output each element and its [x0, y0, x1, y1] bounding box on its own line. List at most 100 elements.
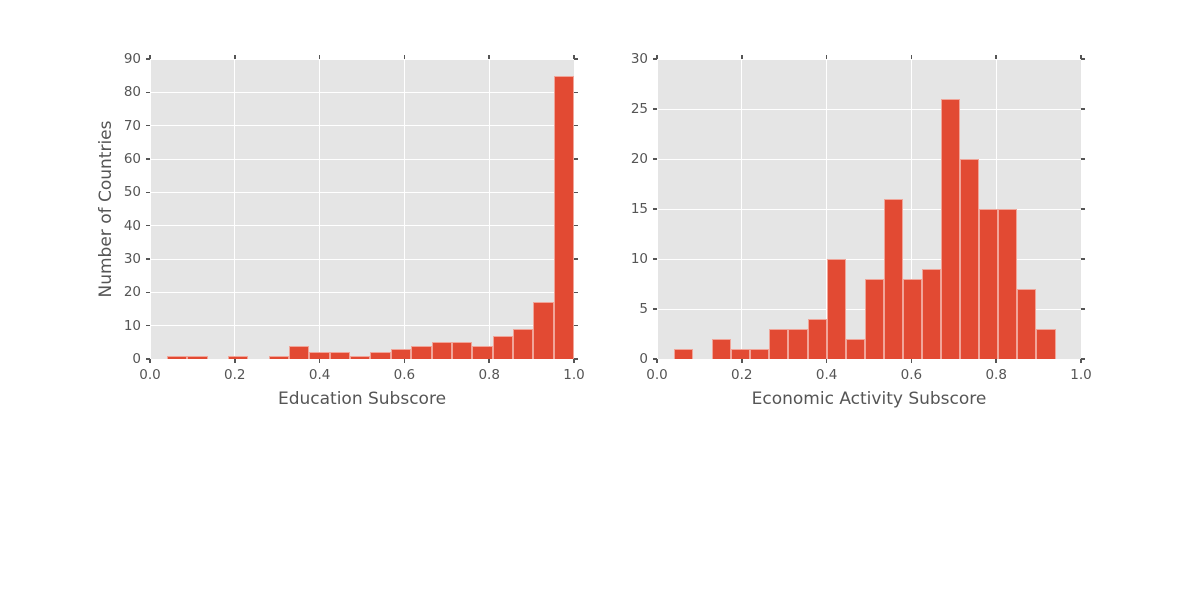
y-tick-right — [574, 58, 578, 60]
x-tick-top — [573, 55, 575, 59]
histogram-bar — [411, 345, 432, 359]
histogram-bar — [712, 339, 732, 359]
y-gridline — [150, 225, 574, 227]
y-gridline — [150, 125, 574, 127]
y-tick-label: 40 — [123, 217, 141, 234]
economic-activity-plot-area — [657, 59, 1081, 359]
y-tick — [653, 58, 657, 60]
y-gridline — [657, 59, 1081, 60]
y-gridline — [150, 258, 574, 260]
y-tick-label: 0 — [132, 351, 141, 367]
y-tick-label: 20 — [123, 284, 141, 301]
y-tick — [146, 158, 150, 160]
histogram-bar — [750, 349, 770, 359]
y-tick — [146, 124, 150, 127]
y-tick-label: 20 — [630, 151, 648, 167]
histogram-bar — [807, 319, 827, 359]
histogram-bar — [431, 342, 452, 359]
y-tick-right — [1081, 158, 1085, 160]
y-tick-right — [1081, 358, 1085, 360]
x-tick-top — [910, 55, 913, 59]
y-tick-label: 10 — [630, 251, 648, 267]
x-tick-top — [825, 55, 828, 59]
y-gridline — [150, 325, 574, 327]
histogram-bar — [451, 342, 473, 359]
y-tick-right — [1081, 58, 1085, 60]
x-tick — [149, 359, 151, 363]
x-tick-top — [995, 55, 997, 59]
y-tick-label: 60 — [123, 151, 141, 167]
y-tick-label: 5 — [639, 301, 648, 317]
y-tick-label: 30 — [630, 51, 648, 67]
x-tick-label: 0.4 — [308, 367, 331, 383]
histogram-bar — [960, 159, 980, 359]
histogram-bar — [1036, 329, 1056, 359]
education-plot-area — [150, 59, 574, 359]
y-tick-label: 50 — [123, 184, 141, 201]
y-gridline — [657, 158, 1081, 160]
y-tick-right — [574, 258, 578, 260]
y-tick-right — [574, 191, 578, 194]
histogram-bar — [826, 259, 846, 359]
histogram-bar — [492, 335, 513, 359]
x-tick — [995, 359, 997, 363]
y-gridline — [657, 208, 1081, 210]
y-gridline — [150, 91, 574, 93]
x-tick-top — [149, 55, 151, 59]
y-tick-right — [574, 124, 578, 127]
y-gridline — [150, 191, 574, 193]
x-tick — [488, 359, 490, 363]
y-tick-label: 15 — [630, 201, 648, 217]
y-gridline — [657, 108, 1081, 110]
histogram-bar — [731, 349, 751, 359]
y-tick — [146, 358, 150, 360]
x-tick — [403, 359, 406, 363]
x-tick-top — [234, 55, 236, 59]
y-tick-label: 30 — [123, 251, 141, 267]
histogram-bar — [350, 355, 371, 359]
y-tick-right — [1081, 258, 1085, 260]
histogram-bar — [512, 329, 534, 359]
x-tick — [573, 359, 575, 363]
x-tick-top — [1080, 55, 1082, 59]
x-gridline — [741, 59, 743, 359]
y-tick-label: 90 — [123, 51, 141, 67]
histogram-bar — [979, 209, 999, 359]
y-tick — [146, 91, 150, 94]
y-tick — [146, 324, 150, 327]
histogram-bar — [883, 199, 903, 359]
x-tick — [656, 359, 658, 363]
y-tick-right — [574, 324, 578, 327]
y-tick — [653, 208, 657, 210]
y-tick — [146, 58, 150, 60]
y-tick — [653, 308, 657, 310]
y-tick — [653, 108, 657, 110]
education-x-axis-label: Education Subscore — [277, 389, 447, 409]
histogram-bar — [673, 349, 694, 359]
y-tick — [653, 358, 657, 360]
x-gridline — [488, 59, 490, 359]
histogram-bar — [788, 329, 808, 359]
x-tick-label: 1.0 — [563, 367, 585, 383]
x-tick — [825, 359, 828, 363]
x-gridline — [234, 59, 236, 359]
y-gridline — [657, 258, 1081, 260]
x-tick-label: 0.0 — [139, 367, 161, 383]
histogram-bar — [329, 352, 351, 359]
x-tick-label: 0.6 — [393, 367, 416, 383]
histogram-bar — [268, 355, 290, 359]
y-gridline — [150, 291, 574, 293]
y-tick-right — [1081, 308, 1085, 310]
histogram-bar — [941, 99, 961, 359]
y-tick-label: 80 — [123, 84, 141, 101]
x-tick-label: 0.8 — [478, 367, 500, 383]
x-gridline — [403, 59, 405, 359]
y-tick-label: 10 — [123, 317, 141, 334]
x-tick-label: 0.2 — [224, 367, 246, 383]
histogram-bar — [845, 339, 865, 359]
economic-activity-x-axis-label: Economic Activity Subscore — [751, 389, 987, 409]
y-gridline — [150, 59, 574, 60]
